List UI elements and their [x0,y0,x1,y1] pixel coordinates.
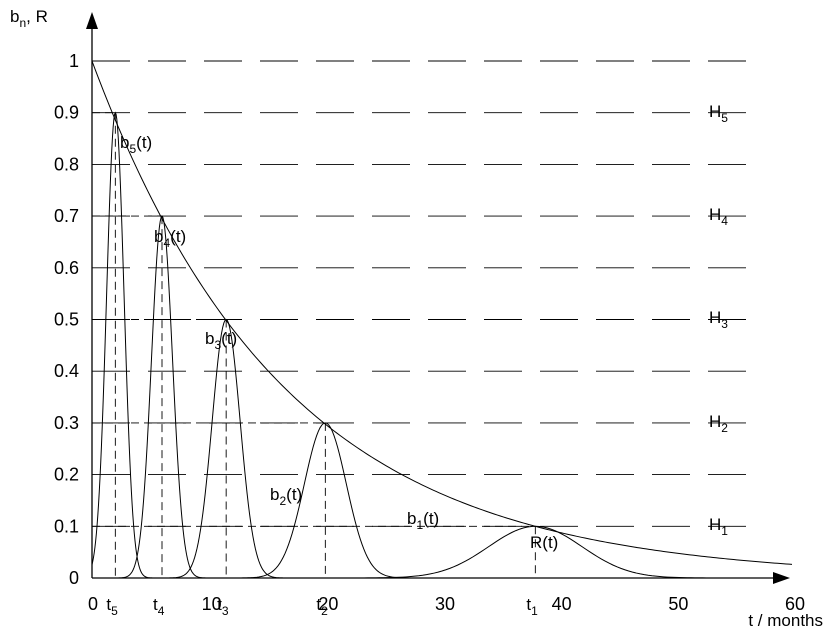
y-axis-label: bn, R [10,7,48,30]
x-tick-label: 60 [785,594,805,614]
peak-label: b1(t) [407,509,439,532]
region-label: H4 [709,205,728,228]
peak-time-label: t3 [217,595,229,618]
x-tick-label: 20 [318,594,338,614]
y-tick-label: 0.2 [54,465,79,485]
y-tick-label: 0.1 [54,516,79,536]
x-tick-label: 40 [552,594,572,614]
y-tick-label: 0.9 [54,103,79,123]
peak-curve [91,111,155,579]
grid-lines [92,60,747,527]
x-tick-labels: 0 10 20 30 40 50 60 [88,594,805,614]
region-label: H2 [709,412,728,435]
x-tick-label: 10 [202,594,222,614]
y-tick-labels: 0 0.1 0.2 0.3 0.4 0.5 0.6 0.7 0.8 0.9 1 [54,51,79,588]
region-label: H3 [709,308,728,331]
peak-time-label: t4 [153,595,165,618]
x-axis-arrow [773,572,790,584]
peak-curve [163,318,290,579]
peak-label: b4(t) [154,227,186,250]
y-axis-arrow [86,12,98,29]
y-tick-label: 0.5 [54,310,79,330]
region-label: H1 [709,515,728,538]
region-label: H5 [709,102,728,125]
y-tick-label: 0 [69,568,79,588]
y-tick-label: 0.8 [54,154,79,174]
peak-time-label: t1 [526,595,538,618]
y-tick-label: 1 [69,51,79,71]
x-axis-label: t / months [748,611,823,630]
y-tick-label: 0.7 [54,206,79,226]
y-tick-label: 0.6 [54,258,79,278]
reliability-curve [91,60,793,565]
peak-time-label: t5 [106,595,118,618]
peak-label: b3(t) [205,329,237,352]
reliability-label: R(t) [530,533,558,552]
peak-label: b2(t) [270,485,302,508]
y-tick-label: 0.3 [54,413,79,433]
annotations: bn, R t / months b5(t) b4(t) b3(t) b2(t) b1(t)… [10,7,823,630]
x-tick-label: 0 [88,594,98,614]
x-tick-label: 50 [668,594,688,614]
peak-label: b5(t) [120,133,152,156]
x-tick-label: 30 [435,594,455,614]
peak-time-label: t2 [316,595,328,618]
axes [86,12,790,584]
series [91,60,793,579]
y-tick-label: 0.4 [54,361,79,381]
